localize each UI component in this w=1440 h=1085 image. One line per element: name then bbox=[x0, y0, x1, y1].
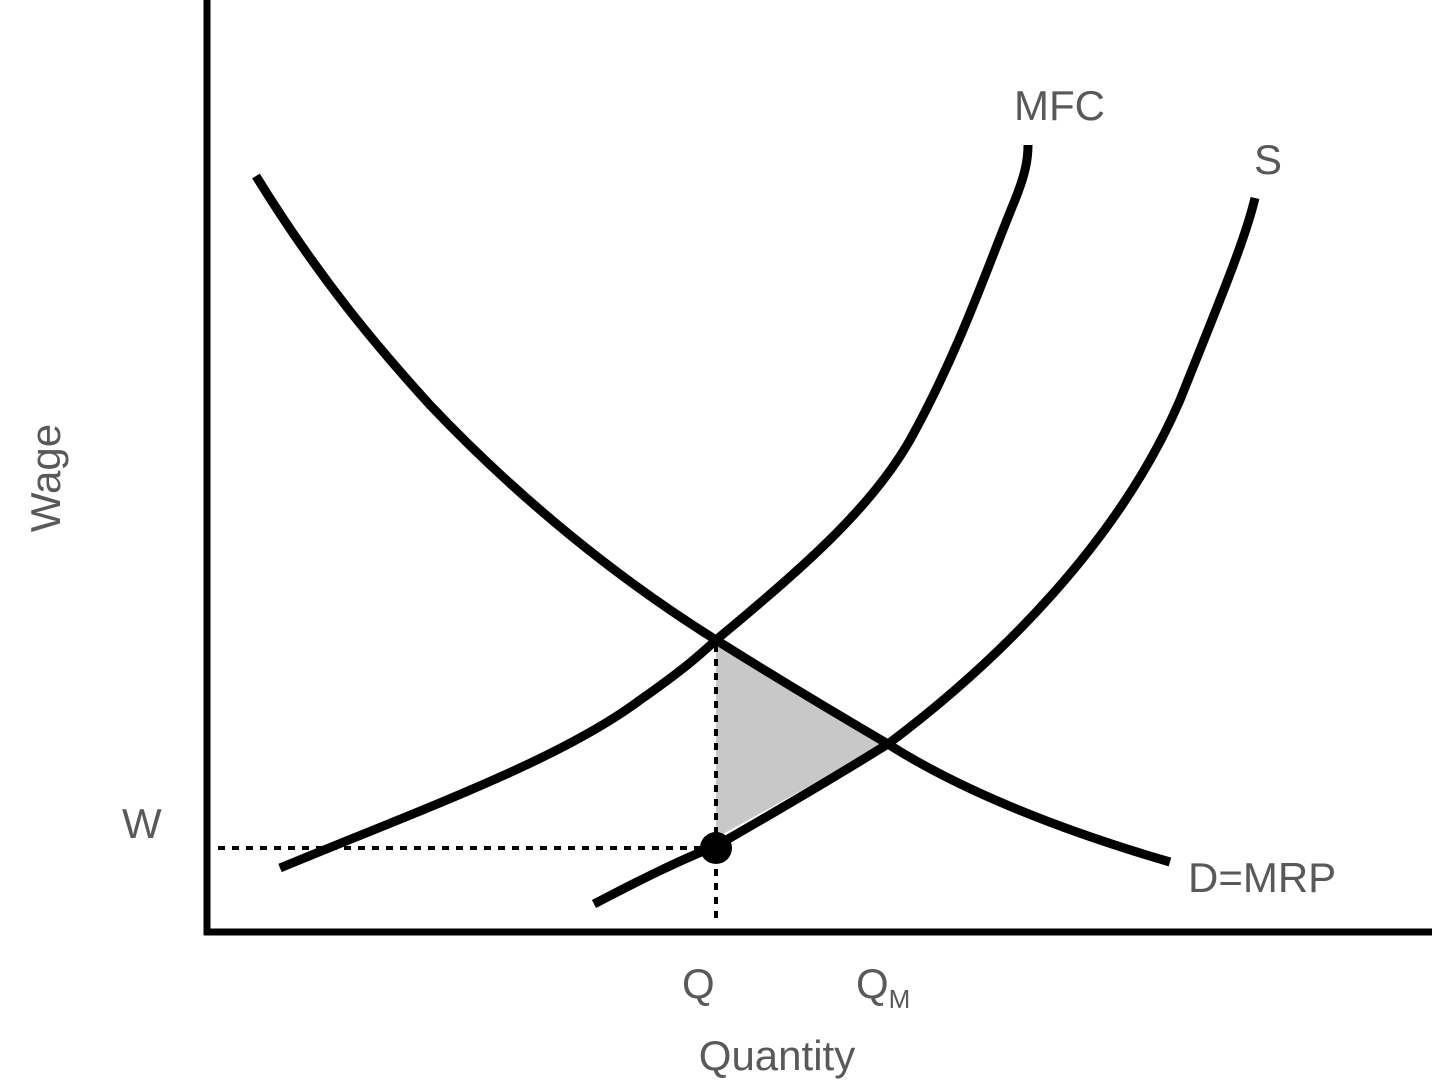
monopsony-point bbox=[700, 832, 732, 864]
qm-main: Q bbox=[856, 960, 889, 1007]
competitive-quantity-tick-label: QM bbox=[856, 960, 910, 1014]
y-axis-label: Wage bbox=[22, 424, 69, 532]
x-axis-label: Quantity bbox=[699, 1032, 855, 1079]
mfc-label: MFC bbox=[1014, 82, 1105, 129]
wage-tick-label: W bbox=[122, 800, 162, 847]
quantity-tick-label: Q bbox=[682, 960, 715, 1007]
demand-mrp-curve bbox=[252, 173, 1172, 867]
qm-subscript: M bbox=[889, 984, 911, 1014]
supply-curve bbox=[591, 196, 1260, 908]
deadweight-loss-area bbox=[716, 640, 888, 838]
supply-label: S bbox=[1254, 136, 1282, 183]
mfc-curve bbox=[278, 144, 1033, 873]
demand-mrp-label: D=MRP bbox=[1188, 854, 1336, 901]
